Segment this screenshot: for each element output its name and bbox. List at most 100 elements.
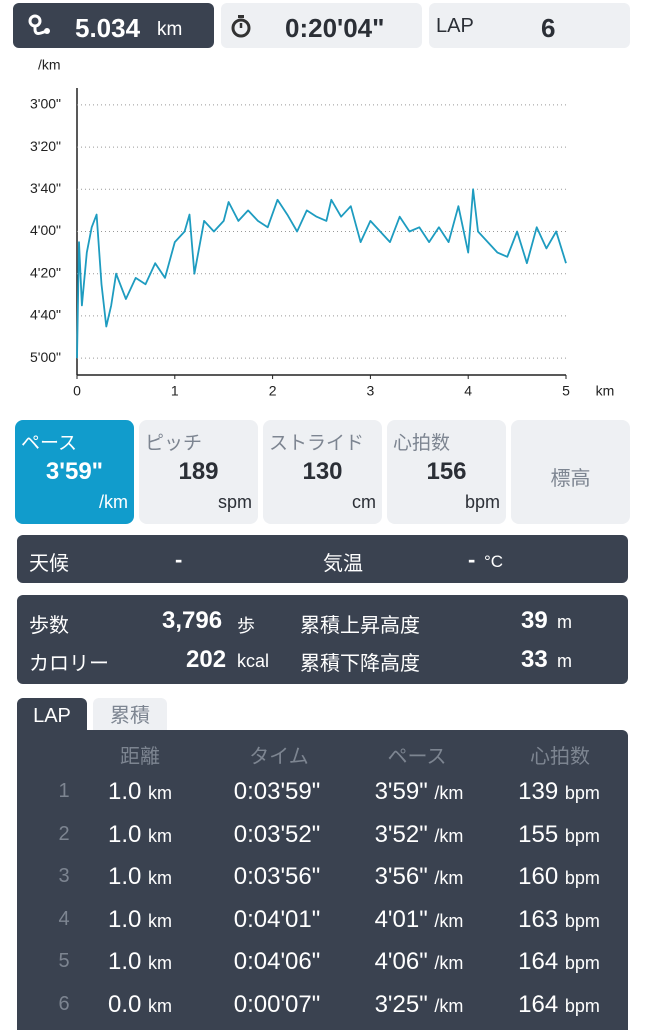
table-header: 心拍数 (530, 746, 590, 768)
lap-cell: 0:03'56" (197, 863, 357, 891)
x-axis-label: km (596, 383, 615, 399)
lap-cell: 3'25" /km (339, 991, 499, 1019)
lap-cell: 0:00'07" (197, 991, 357, 1019)
time: 0:20'04" (285, 13, 385, 43)
cell-unit: km (148, 953, 173, 974)
lap-cell: 160 bpm (479, 863, 639, 891)
descent-unit: m (557, 651, 572, 671)
y-tick-label: 3'00" (30, 96, 61, 112)
cell-value: 163 (518, 905, 559, 933)
cell-value: 0:00'07" (233, 991, 321, 1018)
lap-index: 3 (58, 865, 70, 888)
calories-label: カロリー (29, 653, 109, 675)
lap-cell: 4'06" /km (339, 948, 499, 976)
cell-value: 4'01" (374, 905, 428, 933)
y-axis-label: /km (38, 57, 61, 73)
cell-unit: bpm (564, 910, 600, 931)
cell-unit: km (148, 783, 173, 803)
distance: 5.034 (75, 13, 141, 43)
lap-cell: 3'56" /km (339, 863, 499, 891)
cell-value: 1.0 (107, 863, 142, 891)
y-tick-label: 3'20" (30, 138, 61, 154)
lap-cell: 163 bpm (479, 906, 639, 934)
cell-value: 1.0 (107, 778, 142, 805)
y-tick-label: 4'40" (30, 307, 61, 323)
calories: 202 (186, 646, 227, 673)
distance-unit: km (157, 19, 183, 40)
y-tick-label: 4'20" (30, 264, 61, 280)
metric-value: 156 (426, 458, 467, 485)
metric-value: 130 (302, 458, 343, 485)
cell-value: 0:03'56" (233, 863, 321, 891)
cell-value: 1.0 (107, 948, 142, 976)
y-tick-label: 5'00" (30, 349, 61, 365)
tab-lap[interactable]: LAP (17, 698, 87, 732)
x-tick-label: 1 (171, 383, 179, 399)
cell-unit: /km (434, 996, 464, 1016)
cell-value: 3'59" (374, 778, 428, 805)
cell-value: 0:04'06" (233, 948, 321, 976)
lap-cell: 0:04'01" (197, 906, 357, 934)
cell-value: 3'25" (374, 991, 428, 1018)
lap-cell: 155 bpm (479, 821, 639, 849)
cell-value: 164 (518, 991, 559, 1018)
ascent-label: 累積上昇高度 (300, 615, 420, 637)
cell-unit: bpm (564, 868, 600, 889)
lap-index: 1 (58, 780, 70, 802)
x-tick-label: 3 (367, 383, 375, 399)
cell-unit: bpm (564, 953, 600, 974)
metric-tile[interactable]: ペース 3'59" /km (15, 420, 134, 524)
cell-unit: /km (434, 910, 464, 931)
lap-cell: 0:04'06" (197, 948, 357, 976)
lap-cell: 1.0 km (60, 948, 220, 976)
weather-value: - (175, 547, 183, 572)
cell-unit: bpm (564, 996, 600, 1016)
lap-cell: 139 bpm (479, 778, 639, 806)
lap-cell: 1.0 km (60, 906, 220, 934)
lap-table: 距離 タイム ペース 心拍数 1 1.0 km 0:03'59" 3'59" /km 139 b… (17, 730, 628, 1030)
y-tick-label: 3'40" (30, 180, 61, 196)
cell-value: 3'56" (374, 863, 428, 891)
metric-tile[interactable]: 標高 (511, 420, 630, 524)
table-header: ペース (387, 746, 447, 768)
cell-value: 1.0 (107, 820, 142, 848)
cell-unit: bpm (564, 783, 600, 803)
lap-cell: 1.0 km (60, 778, 220, 806)
metric-tile[interactable]: ストライド 130 cm (263, 420, 382, 524)
lap-cell: 164 bpm (479, 948, 639, 976)
stopwatch-icon (231, 15, 251, 38)
cell-value: 160 (518, 863, 559, 891)
cell-unit: km (148, 996, 173, 1016)
cell-unit: /km (434, 953, 464, 974)
lap-cell: 0.0 km (60, 991, 220, 1019)
cell-unit: km (148, 825, 173, 846)
descent: 33 (521, 646, 548, 673)
lap-cell: 1.0 km (60, 863, 220, 891)
metric-unit: cm (352, 492, 376, 512)
pace-line (76, 188, 567, 359)
table-header: タイム (249, 746, 309, 768)
y-tick-label: 4'00" (30, 222, 61, 238)
steps-unit: 歩 (237, 616, 255, 636)
ascent-unit: m (557, 612, 572, 632)
metric-label: 標高 (550, 468, 591, 490)
cell-value: 0:03'59" (233, 778, 321, 805)
x-tick-label: 4 (464, 383, 472, 399)
cell-value: 0.0 (107, 991, 142, 1018)
cell-value: 164 (518, 948, 559, 976)
metric-label: ストライド (269, 433, 365, 454)
lap-cell: 0:03'59" (197, 778, 357, 806)
lap-cell: 0:03'52" (197, 821, 357, 849)
descent-label: 累積下降高度 (300, 653, 420, 675)
metric-tile[interactable]: ピッチ 189 spm (139, 420, 258, 524)
calories-unit: kcal (237, 651, 270, 671)
cell-unit: /km (434, 783, 464, 803)
tab-total[interactable]: 累積 (93, 698, 167, 730)
metric-unit: bpm (464, 492, 500, 512)
temp-value: - (468, 547, 476, 572)
cell-unit: /km (434, 825, 464, 846)
cell-value: 0:04'01" (233, 905, 321, 933)
temp-unit: °C (484, 552, 504, 571)
metric-tile[interactable]: 心拍数 156 bpm (387, 420, 506, 524)
